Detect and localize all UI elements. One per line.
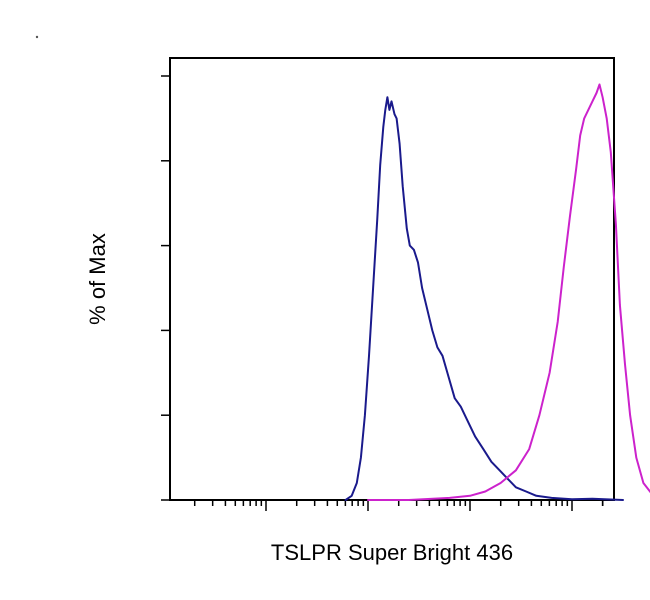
stray-dot bbox=[35, 35, 39, 39]
y-axis-ticks bbox=[161, 75, 170, 501]
y-axis-title: % of Max bbox=[85, 233, 110, 325]
plot-frame bbox=[169, 57, 615, 501]
series-layer bbox=[344, 83, 650, 501]
series-line-1 bbox=[344, 96, 624, 501]
x-axis-title: TSLPR Super Bright 436 bbox=[271, 540, 513, 565]
series-line-2 bbox=[367, 83, 650, 501]
x-axis-ticks bbox=[193, 500, 604, 511]
